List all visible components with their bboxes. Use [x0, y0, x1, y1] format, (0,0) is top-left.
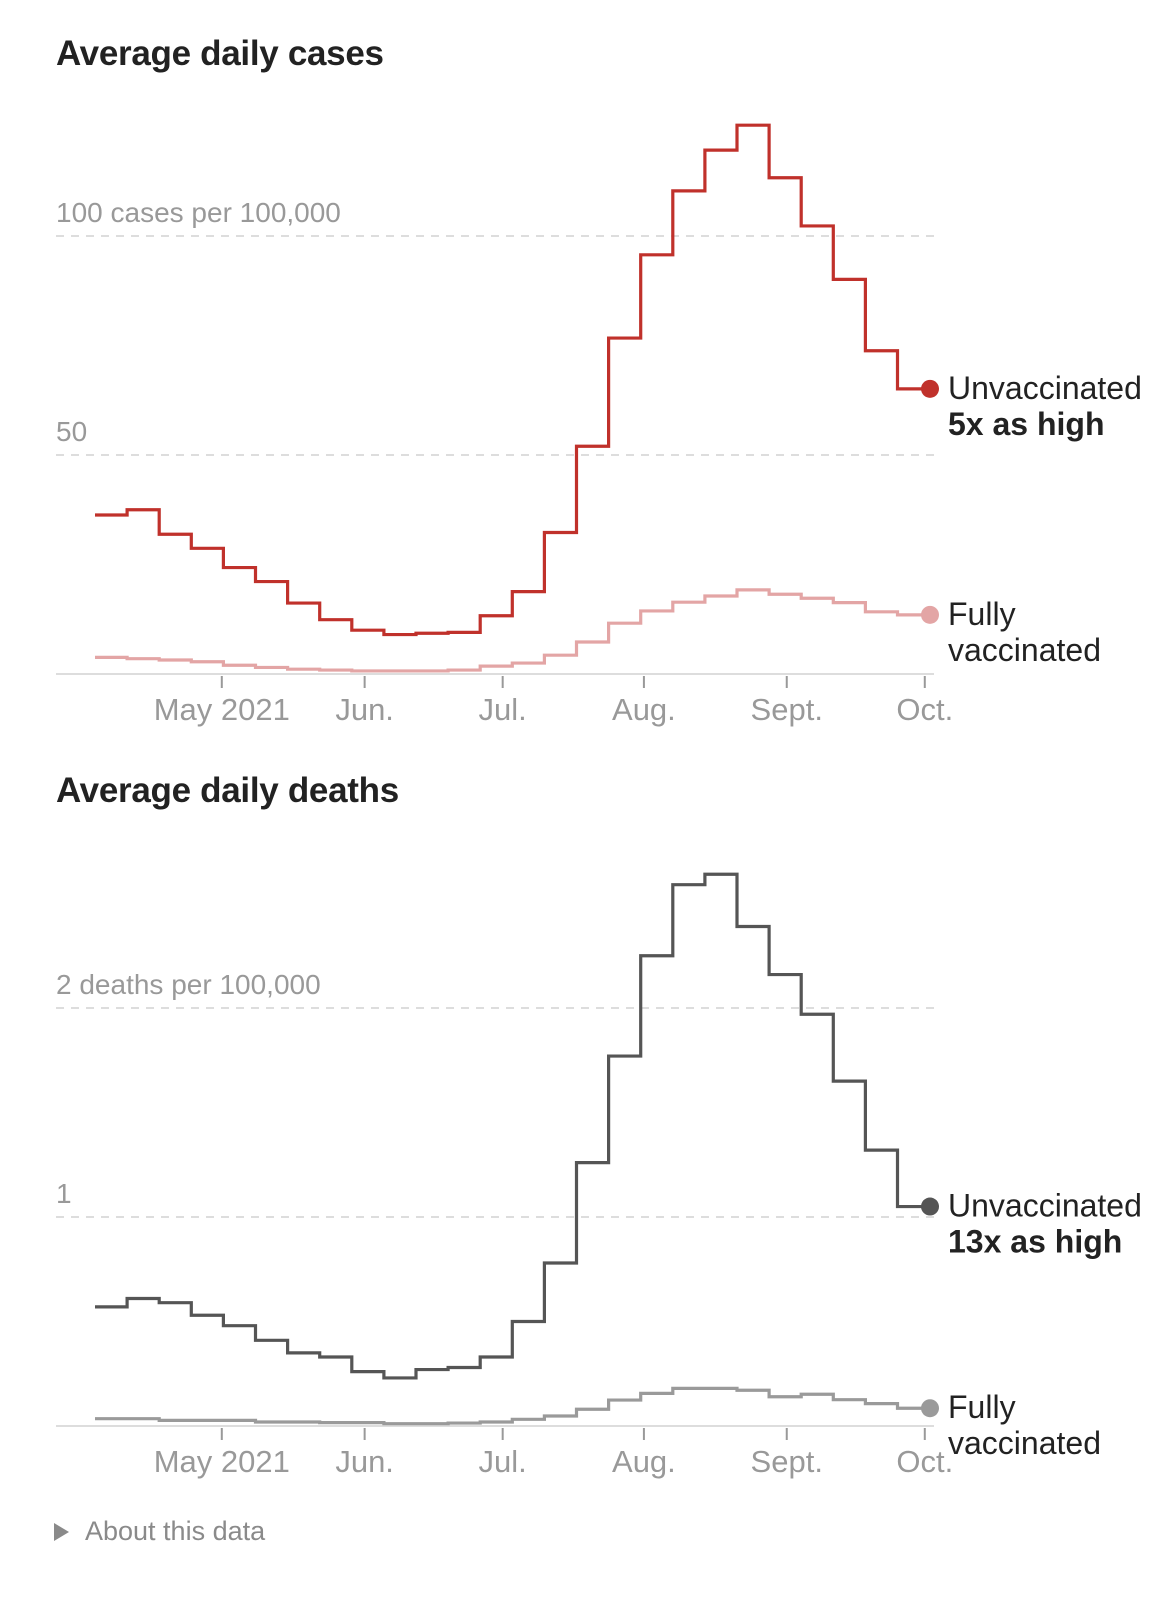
x-tick-label: Oct. [896, 1444, 953, 1479]
fully-vaccinated-label: Fully [948, 596, 1016, 632]
unvaccinated-line [95, 872, 930, 1380]
x-tick-label: May 2021 [154, 1444, 290, 1479]
x-tick-label: Jul. [479, 1444, 527, 1479]
fully-vaccinated-label: Fully [948, 1389, 1016, 1425]
x-tick-label: Jul. [479, 692, 527, 727]
fully-vaccinated-end-dot [921, 605, 939, 624]
fully-vaccinated-line [95, 588, 930, 673]
x-tick-label: Jun. [335, 692, 394, 727]
fully-vaccinated-line [95, 1386, 930, 1426]
x-tick-label: May 2021 [154, 692, 290, 727]
y-tick-label: 2 deaths per 100,000 [56, 969, 321, 1000]
y-tick-label: 1 [56, 1178, 72, 1209]
cases-chart: 50 100 cases per 100,000 May 2021 Jun. Jul. A… [56, 123, 1142, 727]
ratio-annotation: 5x as high [948, 406, 1105, 442]
x-tick-label: Oct. [896, 692, 953, 727]
ratio-annotation: 13x as high [948, 1224, 1122, 1260]
x-tick-label: Sept. [751, 1444, 823, 1479]
unvaccinated-label: Unvaccinated [948, 1188, 1142, 1224]
triangle-right-icon [54, 1522, 69, 1541]
unvaccinated-end-dot [921, 379, 939, 398]
fully-vaccinated-label: vaccinated [948, 1425, 1101, 1461]
x-tick-label: Sept. [751, 692, 823, 727]
unvaccinated-line [95, 123, 930, 637]
x-tick-label: Jun. [335, 1444, 394, 1479]
x-tick-label: Aug. [612, 1444, 676, 1479]
cases-chart-title: Average daily cases [56, 34, 384, 73]
about-this-data-label: About this data [85, 1516, 266, 1546]
unvaccinated-end-dot [921, 1197, 939, 1216]
fully-vaccinated-end-dot [921, 1399, 939, 1418]
about-this-data-toggle[interactable]: About this data [54, 1516, 265, 1547]
x-tick-label: Aug. [612, 692, 676, 727]
y-tick-label: 50 [56, 416, 87, 447]
y-tick-label: 100 cases per 100,000 [56, 197, 341, 228]
deaths-chart-title: Average daily deaths [56, 771, 399, 810]
unvaccinated-label: Unvaccinated [948, 370, 1142, 406]
fully-vaccinated-label: vaccinated [948, 632, 1101, 668]
deaths-chart: 1 2 deaths per 100,000 May 2021 Jun. Jul. Aug… [56, 872, 1142, 1479]
